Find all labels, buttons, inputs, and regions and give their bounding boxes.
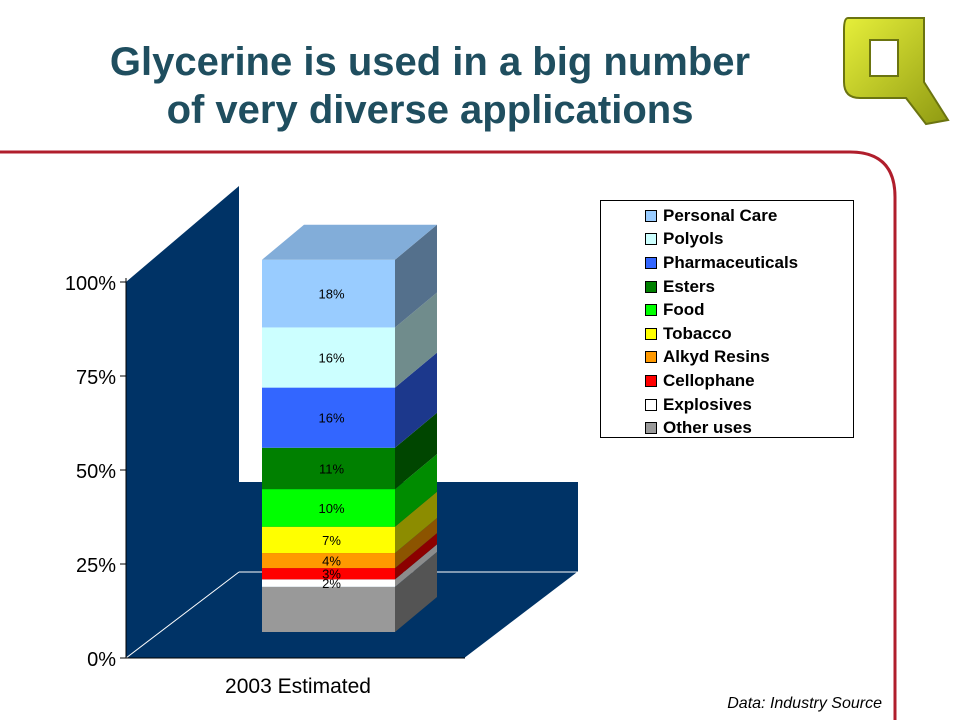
title-line-1: Glycerine is used in a big number [109, 40, 751, 84]
legend-swatch [645, 280, 657, 293]
floor-edge-right [464, 571, 579, 659]
x-axis: 2003 Estimated [126, 657, 465, 698]
bar-data-label: 10% [318, 501, 344, 516]
legend-item: Tobacco [645, 322, 853, 346]
bar-stack: 2%3%4% 7% 10% 11% 16% 16% 18% [262, 224, 437, 632]
y-tick-label: 25% [76, 555, 116, 577]
legend-swatch [645, 209, 657, 222]
y-tick-label: 50% [76, 461, 116, 483]
legend-label: Food [663, 300, 705, 320]
legend-label: Pharmaceuticals [663, 252, 799, 272]
bar-data-label: 18% [318, 287, 344, 302]
bar-segment [262, 327, 395, 388]
legend-swatch [645, 256, 657, 269]
y-axis: 0% 25% 50% 75% 100% [65, 273, 127, 671]
bar-data-label: 7% [322, 533, 341, 548]
bar-segment-side [395, 544, 437, 587]
bar-top-face [262, 224, 437, 260]
bar-segment-side [395, 454, 437, 527]
side-wall [126, 186, 239, 658]
bar-data-label: 16% [318, 411, 344, 426]
legend-item: Esters [645, 275, 853, 299]
bar-segment-side [395, 551, 437, 632]
title-line-2: of very diverse applications [166, 88, 694, 132]
bar-segment [262, 387, 395, 448]
legend-item: Alkyd Resins [645, 346, 853, 370]
bar-segment [262, 447, 395, 490]
bar-segment-side [395, 533, 437, 580]
bar-segment-side [395, 491, 437, 554]
bar-segment-side [395, 224, 437, 328]
legend-item: Cellophane [645, 369, 853, 393]
legend-item: Other uses [645, 416, 853, 440]
legend-label: Explosives [663, 394, 752, 414]
bar-segment [262, 579, 395, 587]
bar-data-label: 2% [322, 576, 341, 591]
bar-segment-side [395, 518, 437, 569]
legend-swatch [645, 422, 657, 435]
bar-segment [262, 553, 395, 569]
bar-segment [262, 259, 395, 328]
legend-label: Alkyd Resins [663, 347, 770, 367]
y-tick-label: 100% [65, 273, 116, 295]
bar-data-label: 3% [322, 567, 341, 582]
bar-segment [262, 568, 395, 580]
legend-label: Cellophane [663, 370, 755, 390]
bar-segment-side [395, 412, 437, 490]
floor-edge-left [125, 571, 240, 659]
legend-swatch [645, 304, 657, 317]
legend-swatch [645, 398, 657, 411]
legend-swatch [645, 327, 657, 340]
page-title: Glycerine is used in a big number of ver… [20, 38, 840, 134]
legend-item: Explosives [645, 393, 853, 417]
bar-segment [262, 489, 395, 527]
legend-item: Food [645, 298, 853, 322]
y-tick-label: 0% [87, 649, 116, 671]
bar-segment [262, 586, 395, 632]
legend-label: Other uses [663, 418, 752, 438]
legend-swatch [645, 351, 657, 364]
legend-label: Esters [663, 276, 715, 296]
bar-segment-side [395, 292, 437, 388]
legend-item: Polyols [645, 228, 853, 252]
chart-legend: Personal Care Polyols Pharmaceuticals Ester… [600, 200, 854, 438]
legend-label: Personal Care [663, 205, 778, 225]
bar-data-label: 4% [322, 554, 341, 569]
legend-item: Personal Care [645, 204, 853, 228]
bar-segment [262, 526, 395, 554]
legend-swatch [645, 233, 657, 246]
legend-swatch [645, 374, 657, 387]
bar-data-label: 16% [318, 351, 344, 366]
legend-label: Tobacco [663, 323, 732, 343]
bar-data-label: 11% [319, 461, 344, 476]
legend-item: Pharmaceuticals [645, 251, 853, 275]
bar-segment-side [395, 352, 437, 448]
legend-label: Polyols [663, 229, 724, 249]
company-logo [843, 17, 950, 126]
data-source-note: Data: Industry Source [727, 695, 882, 712]
x-category-label: 2003 Estimated [225, 675, 371, 698]
y-tick-label: 75% [76, 367, 116, 389]
